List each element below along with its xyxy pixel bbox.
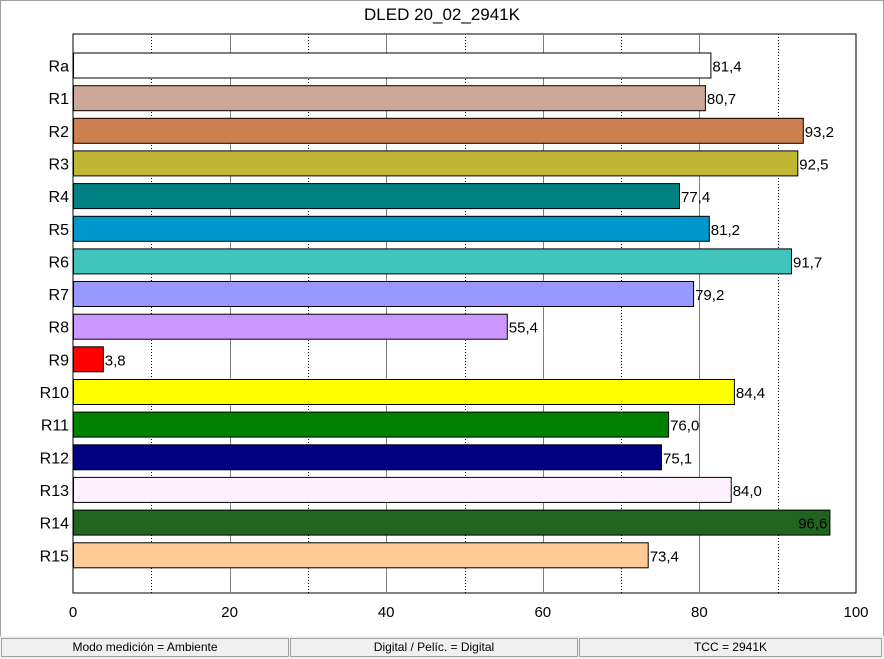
value-label-R9: 3,8: [105, 352, 126, 369]
bars: [73, 52, 831, 569]
value-label-R8: 55,4: [509, 320, 538, 337]
value-label-R1: 80,7: [707, 91, 736, 108]
bar-R7: [73, 281, 695, 307]
status-measure-mode: Modo medición = Ambiente: [1, 638, 289, 657]
bar-Ra: [73, 52, 712, 79]
bar-R9: [73, 346, 104, 373]
category-label-R4: R4: [49, 189, 70, 206]
category-labels: Ra R1 R2 R3 R4 R5 R6 R7 R8 R9 R10 R11 R12 R13 R14 R15: [40, 59, 69, 566]
bar-R6: [73, 248, 792, 275]
bar-R8: [73, 313, 508, 340]
chart-title: DLED 20_02_2941K: [364, 5, 521, 24]
value-label-R13: 84,0: [733, 483, 762, 500]
value-label-R10: 84,4: [736, 385, 765, 402]
bar-R15: [73, 542, 649, 569]
bar-R10: [73, 379, 735, 405]
category-label-R12: R12: [40, 450, 69, 467]
category-label-R9: R9: [49, 352, 70, 369]
bar-R13: [73, 476, 732, 503]
bar-R4: [73, 183, 680, 210]
x-tick-label: 40: [378, 604, 395, 621]
status-digital-film: Digital / Pelíc. = Digital: [290, 638, 578, 657]
x-tick-label: 20: [221, 604, 238, 621]
value-label-R12: 75,1: [663, 450, 692, 467]
category-label-R7: R7: [49, 287, 70, 304]
bar-R11: [73, 411, 670, 438]
category-label-R6: R6: [49, 254, 70, 271]
category-label-R2: R2: [49, 124, 70, 141]
value-label-R7: 79,2: [695, 287, 724, 304]
value-label-R4: 77,4: [681, 189, 710, 206]
value-label-R2: 93,2: [805, 124, 834, 141]
value-labels: 81,4 80,7 93,2 92,5 77,481,2 91,7 79,2 55,4 3,8 8…: [105, 59, 834, 566]
category-label-R5: R5: [49, 222, 70, 239]
category-label-R14: R14: [40, 516, 69, 533]
bar-R5: [73, 215, 710, 242]
category-label-R10: R10: [40, 385, 69, 402]
status-bar: Modo medición = Ambiente Digital / Pelíc…: [0, 636, 884, 659]
x-tick-label: 80: [691, 604, 708, 621]
category-label-R3: R3: [49, 156, 70, 173]
value-label-R14: 96,6: [798, 516, 827, 533]
category-label-R15: R15: [40, 548, 69, 565]
x-tick-label: 0: [69, 604, 77, 621]
category-label-R8: R8: [49, 320, 70, 337]
bar-R14: [73, 509, 831, 536]
value-label-Ra: 81,4: [712, 59, 741, 76]
category-label-R13: R13: [40, 483, 69, 500]
bar-R1: [73, 85, 706, 112]
status-cct: TCC = 2941K: [579, 638, 882, 657]
value-label-R15: 73,4: [650, 548, 679, 565]
bar-R2: [73, 117, 804, 144]
category-label-R11: R11: [41, 418, 69, 435]
bar-R3: [73, 150, 799, 177]
x-tick-label: 60: [534, 604, 551, 621]
value-label-R3: 92,5: [799, 156, 828, 173]
category-label-Ra: Ra: [49, 59, 70, 76]
x-tick-label: 100: [843, 604, 868, 621]
value-label-R5: 81,2: [711, 222, 740, 239]
value-label-R6: 91,7: [793, 254, 822, 271]
bar-R12: [73, 444, 662, 471]
category-label-R1: R1: [49, 91, 70, 108]
value-label-R11: 76,0: [670, 418, 699, 435]
cri-bar-chart: DLED 20_02_2941K Ra R1 R2 R3 R4 R5 R6 R7 R8 R9 R10…: [40, 5, 869, 621]
x-tick-labels: 0 20 40 60 80 100: [69, 604, 869, 621]
